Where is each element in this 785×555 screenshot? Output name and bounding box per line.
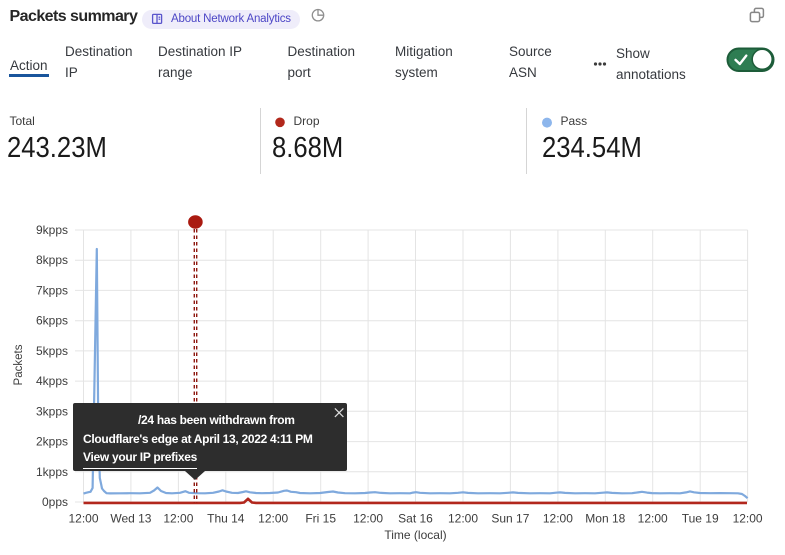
svg-text:Sun 17: Sun 17: [491, 512, 529, 526]
svg-text:Time (local): Time (local): [384, 528, 446, 542]
svg-text:Wed 13: Wed 13: [110, 512, 151, 526]
svg-text:12:00: 12:00: [68, 512, 98, 526]
svg-text:12:00: 12:00: [353, 512, 383, 526]
svg-text:12:00: 12:00: [258, 512, 288, 526]
svg-text:8kpps: 8kpps: [36, 253, 68, 267]
svg-text:12:00: 12:00: [543, 512, 573, 526]
svg-text:6kpps: 6kpps: [36, 314, 68, 328]
svg-text:Sat 16: Sat 16: [398, 512, 433, 526]
svg-text:9kpps: 9kpps: [36, 223, 68, 237]
svg-text:5kpps: 5kpps: [36, 344, 68, 358]
svg-text:Mon 18: Mon 18: [585, 512, 625, 526]
svg-text:3kpps: 3kpps: [36, 404, 68, 418]
svg-text:Thu 14: Thu 14: [207, 512, 245, 526]
svg-text:Tue 19: Tue 19: [682, 512, 719, 526]
svg-text:1kpps: 1kpps: [36, 465, 68, 479]
svg-text:12:00: 12:00: [733, 512, 763, 526]
svg-text:Packets: Packets: [13, 344, 25, 385]
svg-text:2kpps: 2kpps: [36, 435, 68, 449]
svg-text:12:00: 12:00: [638, 512, 668, 526]
svg-text:7kpps: 7kpps: [36, 283, 68, 297]
svg-text:0pps: 0pps: [42, 495, 68, 509]
svg-text:12:00: 12:00: [448, 512, 478, 526]
svg-text:Fri 15: Fri 15: [305, 512, 336, 526]
svg-text:4kpps: 4kpps: [36, 374, 68, 388]
svg-text:12:00: 12:00: [163, 512, 193, 526]
